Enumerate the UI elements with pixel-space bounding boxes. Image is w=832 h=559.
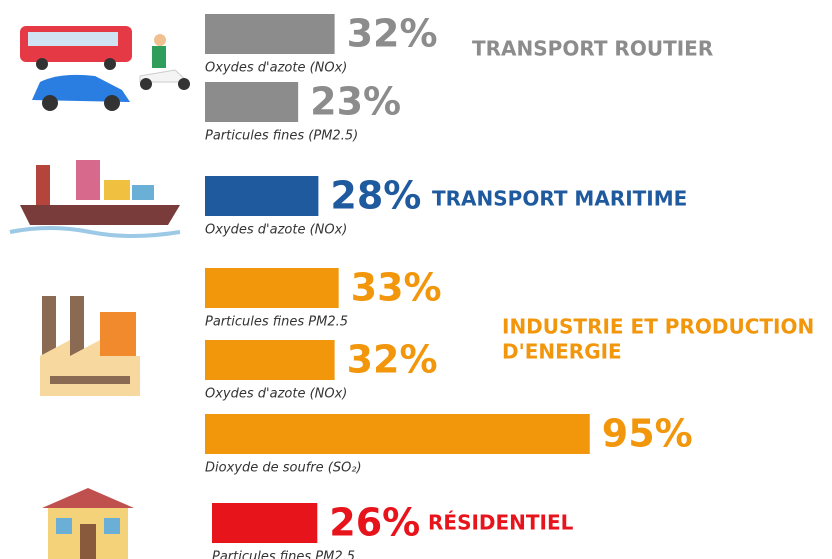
sector-title: INDUSTRIE ET PRODUCTION xyxy=(502,315,814,339)
bar xyxy=(205,340,335,380)
sector-title: D'ENERGIE xyxy=(502,340,622,364)
item-label: Oxydes d'azote (NOx) xyxy=(205,387,347,402)
bar xyxy=(205,176,319,216)
item-label: Particules fines PM2.5 xyxy=(205,315,348,330)
factory-icon xyxy=(40,296,140,396)
sector-title: TRANSPORT MARITIME xyxy=(432,187,687,211)
value-label: 95% xyxy=(602,412,693,456)
value-label: 33% xyxy=(351,266,442,310)
value-label: 23% xyxy=(310,80,401,124)
bar xyxy=(212,503,318,543)
bar xyxy=(205,14,335,54)
item-label: Dioxyde de soufre (SO₂) xyxy=(205,461,362,476)
road-icons xyxy=(20,26,190,111)
ship-icon xyxy=(9,160,181,238)
item-label: Oxydes d'azote (NOx) xyxy=(205,61,347,76)
bar xyxy=(205,82,299,122)
item-label: Particules fines PM2.5 xyxy=(212,550,355,559)
bar xyxy=(205,268,339,308)
sector-title: RÉSIDENTIEL xyxy=(428,511,574,535)
house-icon xyxy=(42,488,134,559)
item-label: Particules fines (PM2.5) xyxy=(205,129,358,144)
sector-title: TRANSPORT ROUTIER xyxy=(472,37,713,61)
value-label: 32% xyxy=(347,338,438,382)
value-label: 28% xyxy=(330,174,421,218)
item-label: Oxydes d'azote (NOx) xyxy=(205,223,347,238)
bar xyxy=(205,414,590,454)
value-label: 26% xyxy=(329,501,420,545)
value-label: 32% xyxy=(347,12,438,56)
